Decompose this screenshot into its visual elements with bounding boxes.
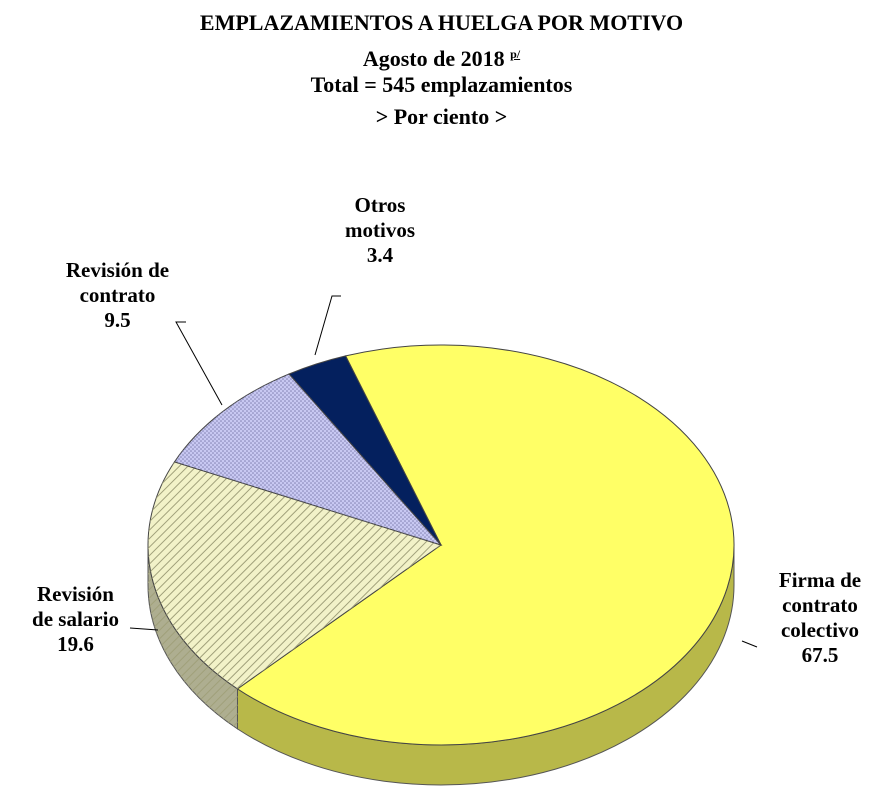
slice-pattern (174, 373, 441, 545)
chart-subtitle-line: Agosto de 2018 p/ (0, 41, 883, 72)
value-label: 67.5 (801, 643, 839, 667)
unit-label: > Por ciento > (375, 104, 508, 129)
leader-line (741, 640, 758, 648)
slice-pattern (148, 461, 442, 689)
slice-label: Revisión de salario (32, 582, 119, 631)
slice-label: Firma de contrato colectivo (778, 568, 862, 642)
total-label: Total = 545 emplazamientos (310, 72, 573, 97)
slice-label: Revisión de contrato (65, 258, 170, 307)
chart-subtitle: Agosto de 2018 (362, 46, 505, 71)
leader-line (314, 295, 341, 356)
leader-line (175, 321, 223, 406)
value-label: 19.6 (57, 632, 94, 656)
chart-title: EMPLAZAMIENTOS A HUELGA POR MOTIVO (199, 10, 684, 35)
slice-label: Otros motivos (345, 193, 415, 242)
leader-line (129, 627, 159, 631)
slice (288, 355, 442, 546)
subtitle-note: p/ (510, 47, 521, 61)
value-label: 3.4 (366, 243, 394, 267)
slice (236, 344, 735, 746)
value-label: 9.5 (104, 308, 131, 332)
slice-side-pattern (148, 545, 238, 729)
